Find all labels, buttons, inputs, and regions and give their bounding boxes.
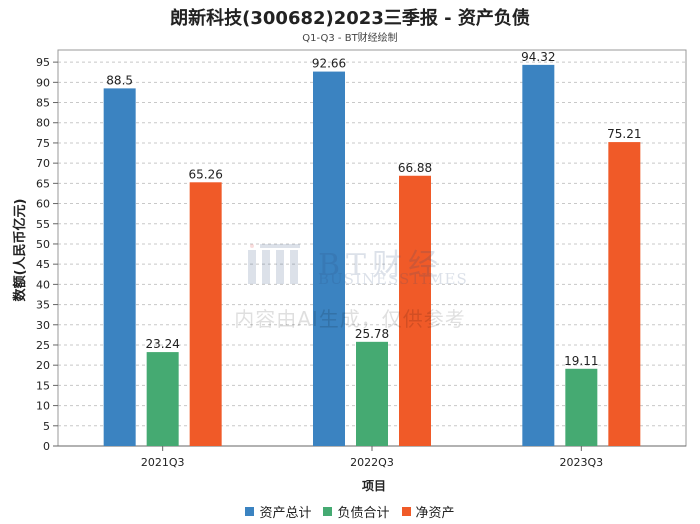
watermark-logo-subtext: BUSINESSTIMES <box>318 270 468 288</box>
y-tick-label: 95 <box>36 56 50 69</box>
bar <box>313 71 345 447</box>
bar <box>356 341 388 446</box>
data-label: 19.11 <box>564 354 598 368</box>
legend: 资产总计 负债合计 净资产 <box>0 502 700 521</box>
data-label: 25.78 <box>355 327 389 341</box>
data-label: 92.66 <box>312 57 346 71</box>
y-tick-label: 85 <box>36 97 50 110</box>
x-axis-title: 项目 <box>362 479 386 493</box>
data-label: 65.26 <box>188 167 222 181</box>
watermark-logo: BT财经 BUSINESSTIMES <box>248 240 467 290</box>
legend-item: 净资产 <box>401 502 455 521</box>
bar <box>565 368 598 446</box>
y-tick-label: 35 <box>36 299 50 312</box>
bar <box>522 64 555 446</box>
y-tick-label: 50 <box>36 238 50 251</box>
legend-swatch <box>401 507 411 516</box>
data-label: 88.5 <box>106 73 133 87</box>
bars <box>103 64 641 447</box>
y-tick-label: 90 <box>36 76 50 89</box>
x-tick-label: 2023Q3 <box>560 456 604 469</box>
legend-swatch <box>245 507 255 516</box>
y-tick-label: 60 <box>36 198 50 211</box>
legend-swatch <box>323 507 333 516</box>
bar <box>103 88 136 446</box>
bar <box>399 175 431 447</box>
legend-item: 资产总计 <box>245 502 311 521</box>
legend-item: 负债合计 <box>323 502 390 521</box>
bar <box>189 182 222 446</box>
data-label: 66.88 <box>398 161 432 175</box>
y-tick-label: 65 <box>36 177 50 190</box>
legend-label: 负债合计 <box>337 506 390 521</box>
legend-label: 资产总计 <box>259 506 312 521</box>
chart-title: 朗新科技(300682)2023三季报 - 资产负债 <box>170 8 530 29</box>
y-tick-label: 40 <box>36 278 50 291</box>
y-tick-label: 15 <box>36 379 50 392</box>
data-labels: 88.5 23.24 65.26 92.66 25.78 66.88 94.32 19.11 7… <box>106 50 641 368</box>
bt-logo-icon <box>248 244 300 284</box>
data-label: 94.32 <box>521 50 555 64</box>
data-label: 75.21 <box>607 127 641 141</box>
y-tick-label: 5 <box>43 420 50 433</box>
x-tick-label: 2022Q3 <box>350 456 394 469</box>
y-tick-label: 0 <box>43 440 50 453</box>
y-tick-label: 70 <box>36 157 50 170</box>
y-axis-title: 数额(人民币亿元) <box>12 199 28 302</box>
bar <box>608 142 641 446</box>
x-tick-label: 2021Q3 <box>141 456 185 469</box>
y-tick-label: 10 <box>36 400 50 413</box>
data-label: 23.24 <box>145 337 179 351</box>
y-tick-label: 20 <box>36 359 50 372</box>
watermark-logo-text: BT财经 <box>318 248 445 283</box>
chart-subtitle: Q1-Q3 - BT财经绘制 <box>302 33 398 44</box>
watermark-ai-notice: 内容由AI生成，仅供参考 <box>234 307 466 331</box>
y-tick-label: 80 <box>36 117 50 130</box>
y-tick-label: 25 <box>36 339 50 352</box>
legend-label: 净资产 <box>415 506 455 521</box>
axes: 0 5 10 15 20 25 30 35 40 45 50 55 60 65 70 75 80 85 90 95 20… <box>36 49 687 469</box>
y-tick-label: 55 <box>36 218 50 231</box>
y-tick-label: 45 <box>36 258 50 271</box>
y-tick-label: 75 <box>36 137 50 150</box>
bar <box>146 352 179 446</box>
y-tick-label: 30 <box>36 319 50 332</box>
